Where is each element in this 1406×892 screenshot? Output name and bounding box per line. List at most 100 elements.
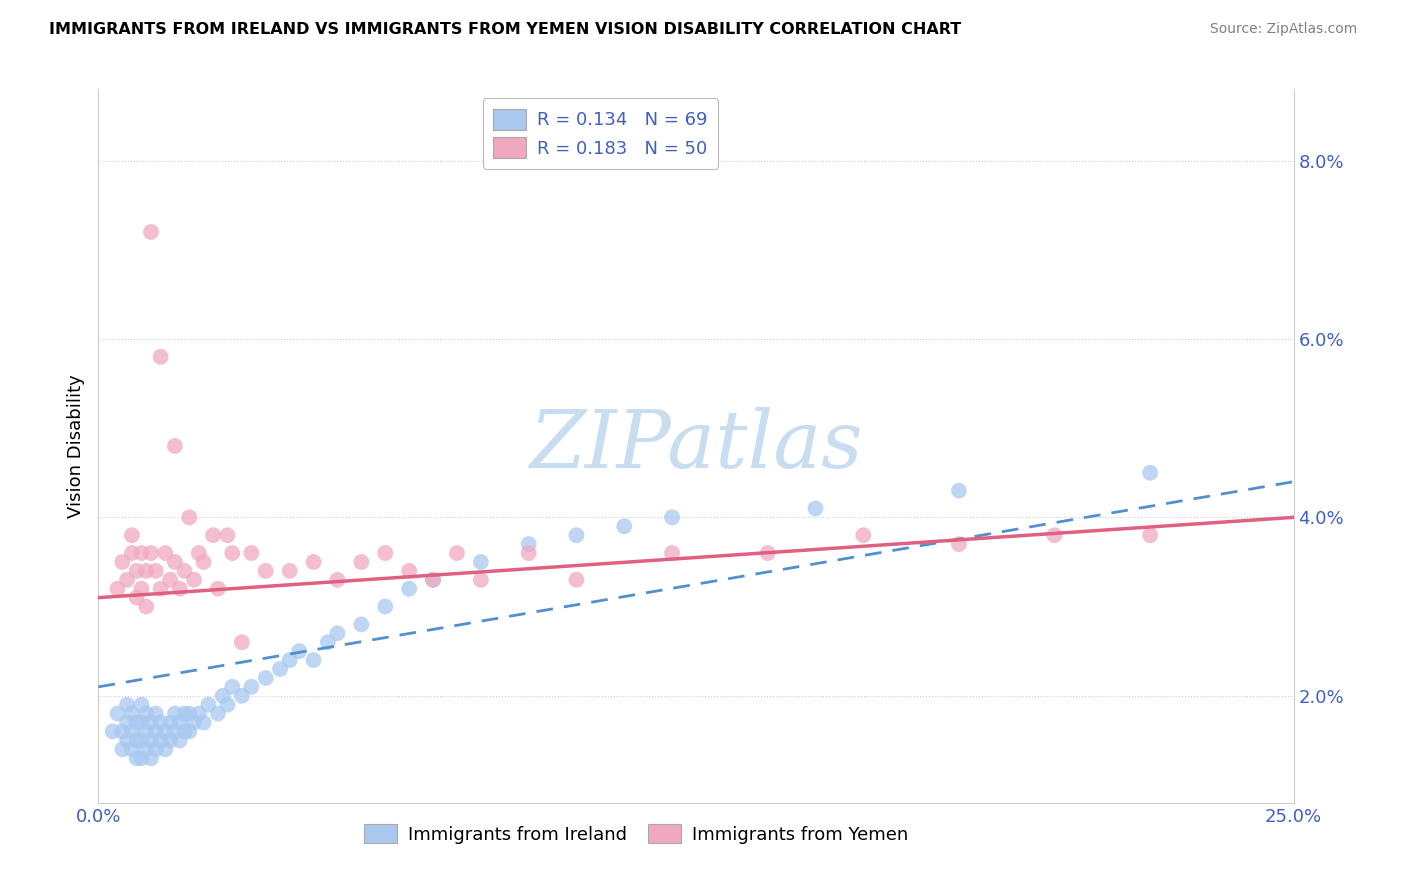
Point: [211, 689, 233, 703]
Point: [231, 635, 253, 649]
Point: [131, 733, 153, 747]
Point: [115, 733, 138, 747]
Point: [135, 742, 157, 756]
Point: [121, 742, 143, 756]
Point: [121, 546, 143, 560]
Point: [125, 591, 148, 605]
Point: [145, 564, 167, 578]
Point: [288, 644, 311, 658]
Point: [135, 724, 157, 739]
Point: [517, 537, 540, 551]
Point: [145, 706, 167, 721]
Point: [125, 733, 148, 747]
Point: [350, 555, 373, 569]
Point: [948, 537, 970, 551]
Point: [398, 564, 420, 578]
Point: [131, 582, 153, 596]
Legend: Immigrants from Ireland, Immigrants from Yemen: Immigrants from Ireland, Immigrants from…: [357, 817, 915, 851]
Point: [111, 742, 134, 756]
Point: [115, 698, 138, 712]
Point: [187, 546, 209, 560]
Point: [217, 528, 239, 542]
Point: [240, 546, 263, 560]
Point: [326, 573, 349, 587]
Point: [163, 706, 186, 721]
Point: [446, 546, 468, 560]
Point: [131, 751, 153, 765]
Point: [107, 706, 129, 721]
Point: [101, 724, 124, 739]
Point: [145, 724, 167, 739]
Point: [159, 573, 181, 587]
Point: [1043, 528, 1066, 542]
Point: [169, 733, 191, 747]
Point: [398, 582, 420, 596]
Point: [131, 715, 153, 730]
Point: [155, 724, 177, 739]
Point: [169, 715, 191, 730]
Point: [179, 724, 201, 739]
Point: [111, 555, 134, 569]
Point: [149, 350, 172, 364]
Point: [135, 706, 157, 721]
Point: [613, 519, 636, 533]
Point: [422, 573, 444, 587]
Point: [125, 564, 148, 578]
Point: [121, 528, 143, 542]
Point: [302, 555, 325, 569]
Point: [316, 635, 339, 649]
Point: [269, 662, 291, 676]
Point: [187, 706, 209, 721]
Point: [139, 751, 162, 765]
Point: [240, 680, 263, 694]
Point: [326, 626, 349, 640]
Point: [278, 653, 301, 667]
Text: Source: ZipAtlas.com: Source: ZipAtlas.com: [1209, 22, 1357, 37]
Point: [202, 528, 225, 542]
Point: [517, 546, 540, 560]
Point: [163, 724, 186, 739]
Text: ZIPatlas: ZIPatlas: [529, 408, 863, 484]
Point: [565, 573, 588, 587]
Point: [1139, 466, 1161, 480]
Point: [254, 564, 277, 578]
Point: [374, 546, 396, 560]
Point: [193, 715, 215, 730]
Point: [149, 715, 172, 730]
Point: [254, 671, 277, 685]
Point: [179, 706, 201, 721]
Point: [155, 742, 177, 756]
Point: [159, 715, 181, 730]
Point: [107, 582, 129, 596]
Point: [207, 582, 229, 596]
Point: [661, 546, 683, 560]
Point: [278, 564, 301, 578]
Point: [131, 698, 153, 712]
Point: [139, 715, 162, 730]
Point: [173, 706, 195, 721]
Point: [231, 689, 253, 703]
Point: [661, 510, 683, 524]
Point: [565, 528, 588, 542]
Point: [852, 528, 875, 542]
Point: [217, 698, 239, 712]
Point: [183, 715, 205, 730]
Point: [135, 564, 157, 578]
Point: [145, 742, 167, 756]
Point: [183, 573, 205, 587]
Point: [221, 680, 243, 694]
Point: [169, 582, 191, 596]
Point: [173, 724, 195, 739]
Point: [422, 573, 444, 587]
Point: [125, 715, 148, 730]
Point: [155, 546, 177, 560]
Point: [149, 733, 172, 747]
Point: [193, 555, 215, 569]
Text: IMMIGRANTS FROM IRELAND VS IMMIGRANTS FROM YEMEN VISION DISABILITY CORRELATION C: IMMIGRANTS FROM IRELAND VS IMMIGRANTS FR…: [49, 22, 962, 37]
Point: [121, 724, 143, 739]
Point: [163, 439, 186, 453]
Point: [804, 501, 827, 516]
Point: [139, 733, 162, 747]
Point: [139, 546, 162, 560]
Point: [163, 555, 186, 569]
